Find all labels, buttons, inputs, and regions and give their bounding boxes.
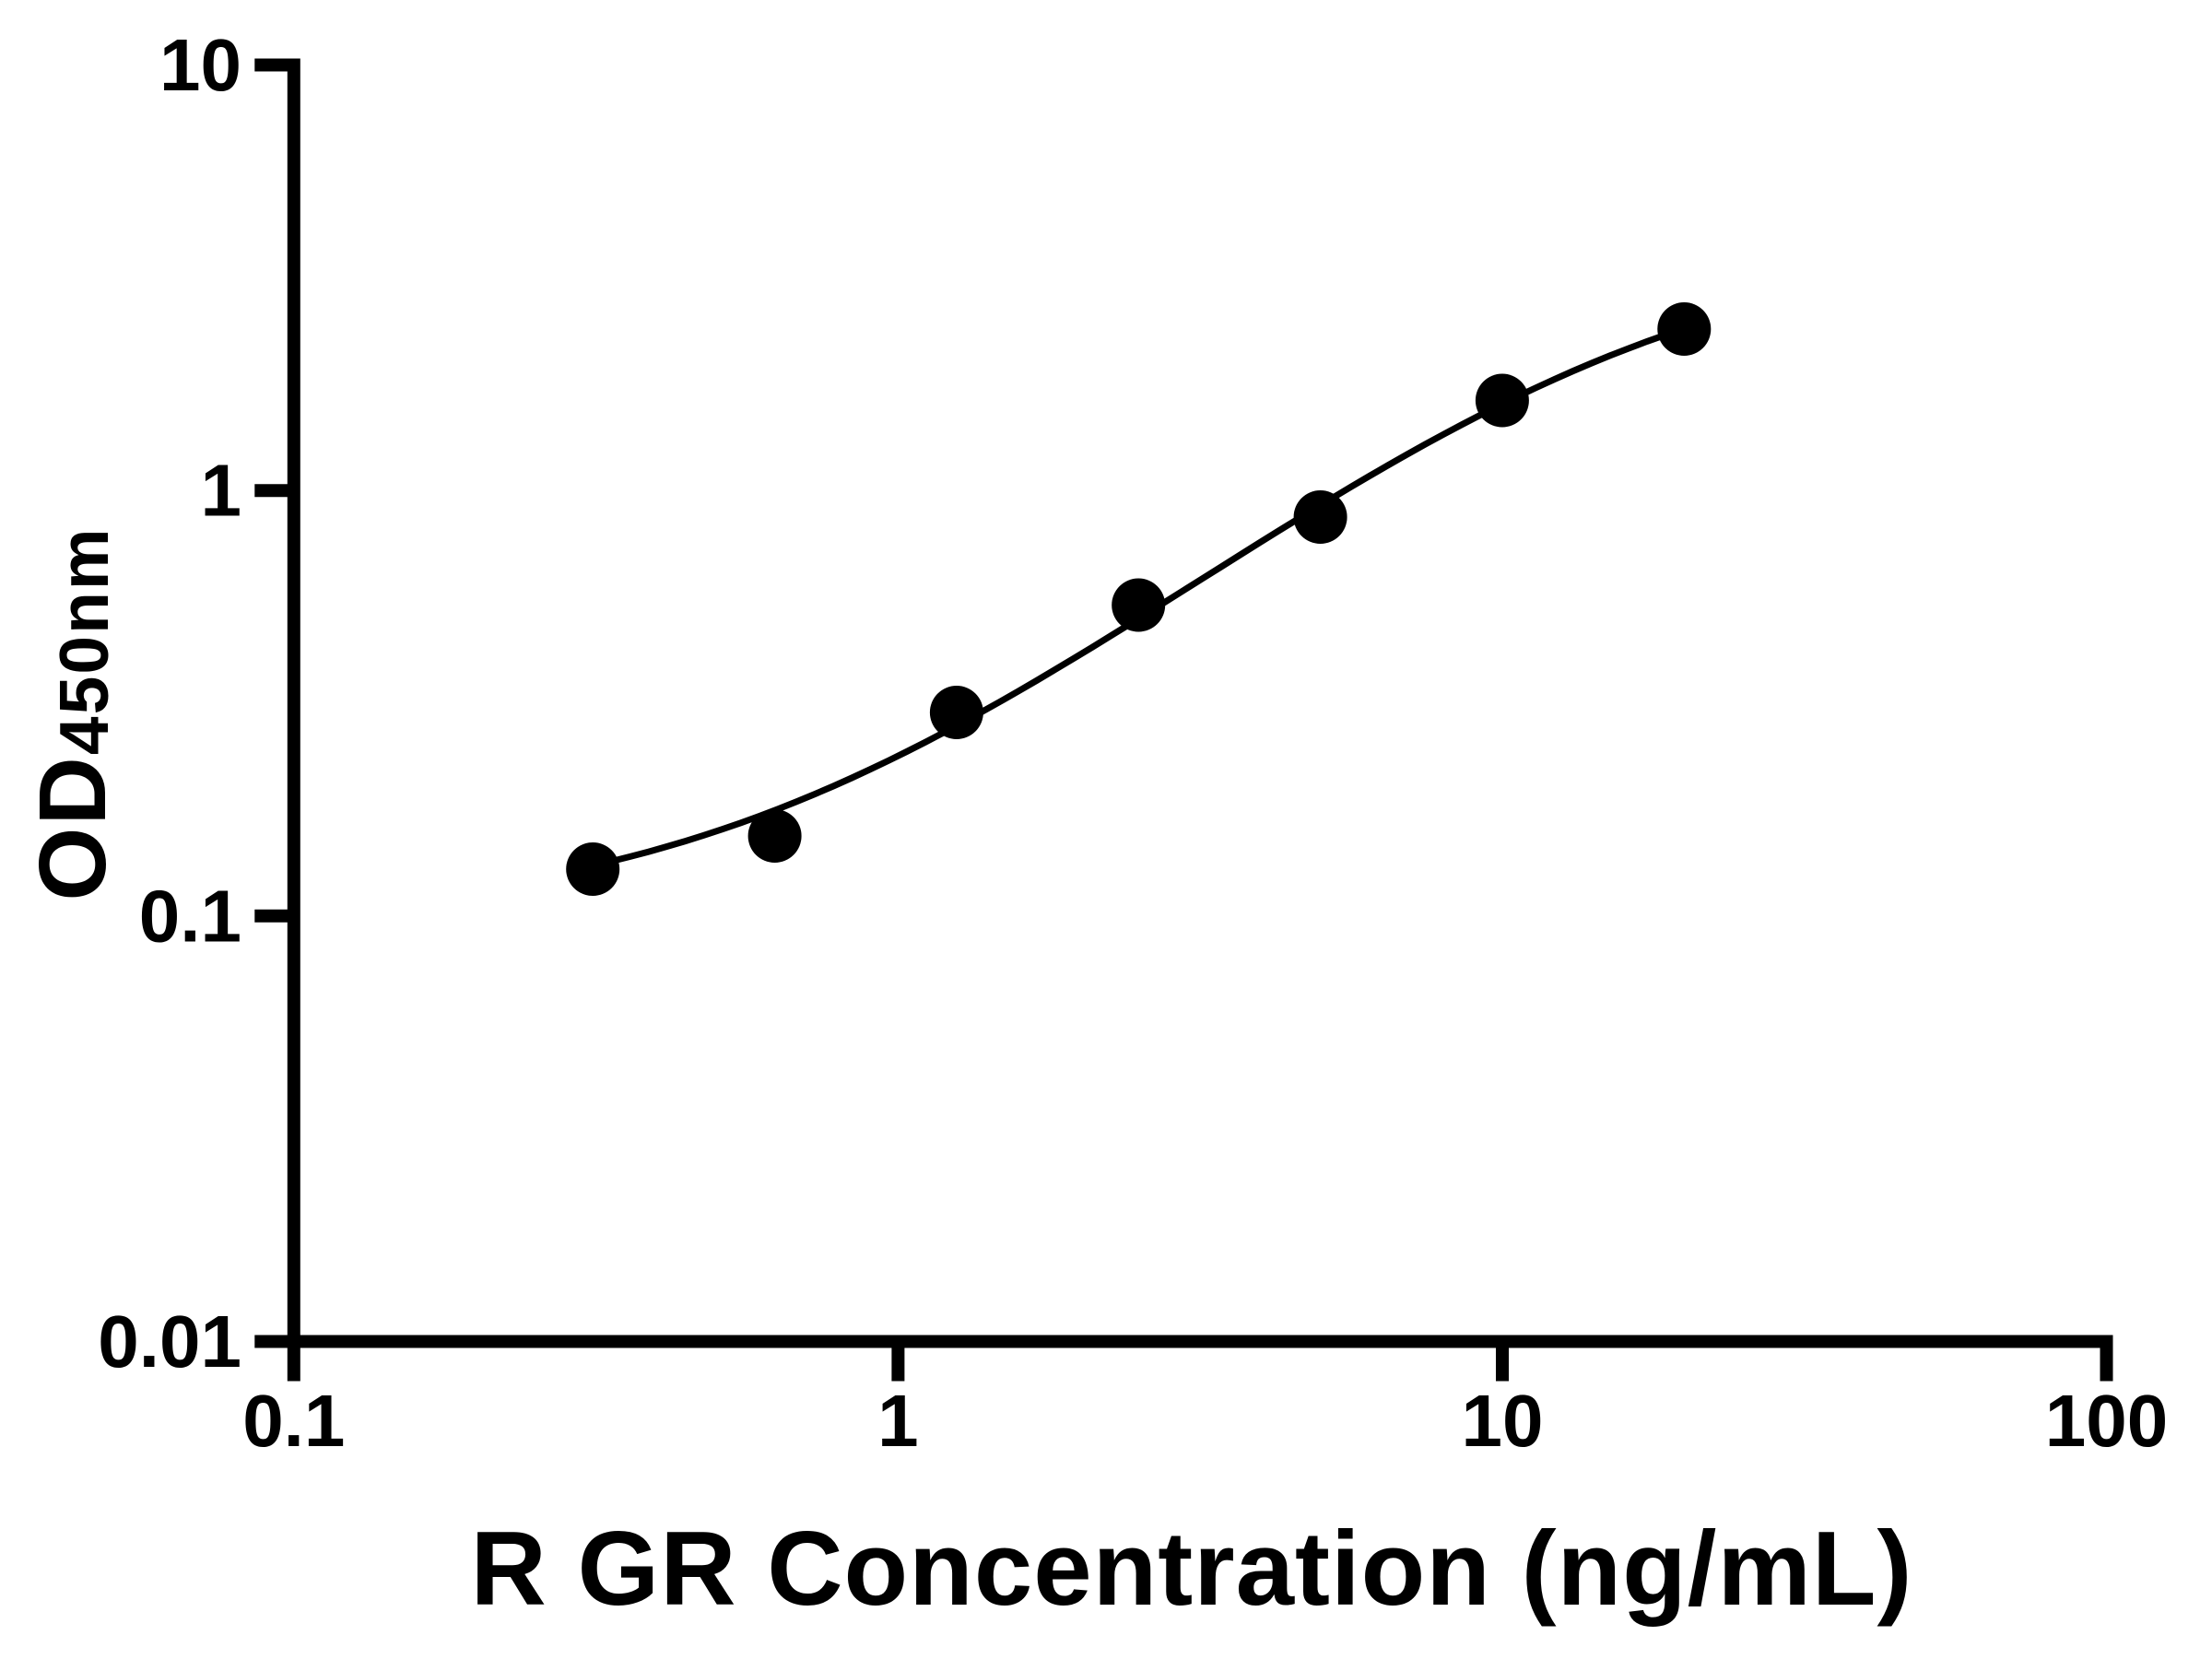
svg-text:0.1: 0.1: [139, 875, 241, 957]
svg-text:0.01: 0.01: [98, 1300, 241, 1382]
svg-text:1: 1: [877, 1380, 919, 1462]
svg-text:100: 100: [2045, 1380, 2168, 1462]
svg-text:10: 10: [1462, 1380, 1544, 1462]
svg-text:10: 10: [159, 24, 241, 106]
svg-text:R GR Concentration (ng/mL): R GR Concentration (ng/mL): [471, 1511, 1913, 1628]
svg-text:0.1: 0.1: [242, 1380, 345, 1462]
svg-text:1: 1: [201, 450, 242, 532]
